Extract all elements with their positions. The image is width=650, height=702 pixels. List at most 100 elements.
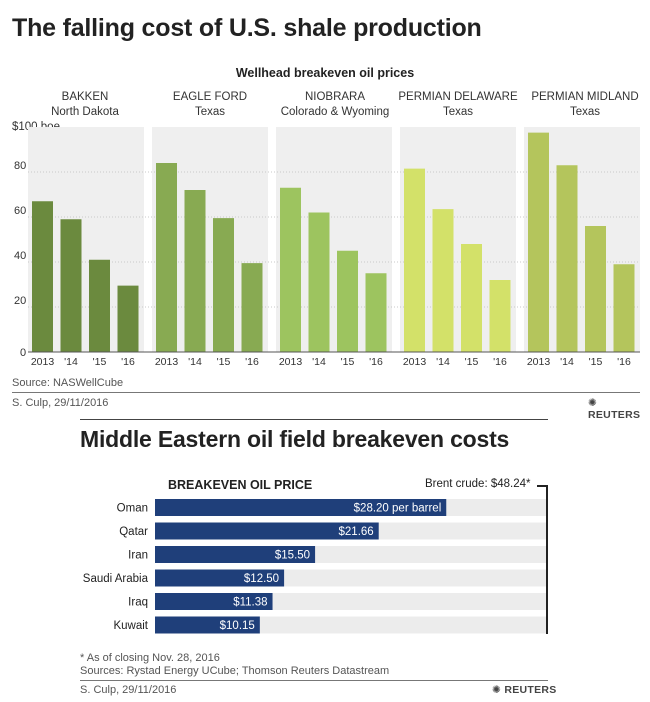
section-title: Middle Eastern oil field breakeven costs	[80, 426, 510, 452]
region-state: Texas	[194, 106, 226, 118]
x-tick-label: '14	[560, 356, 574, 368]
x-tick-label: 2013	[155, 356, 179, 368]
x-tick-label: '15	[589, 356, 603, 368]
y-tick-label: 20	[14, 295, 26, 307]
bar	[585, 226, 606, 352]
region-state: Colorado & Wyoming	[280, 106, 390, 118]
row-background	[155, 593, 547, 610]
shale-breakeven-chart: 20 40 60 80 0 2013 '14 '15 '16 2013 '14 '15 '16 2013 '…	[14, 127, 640, 368]
bar	[613, 264, 635, 352]
source-note: Source: NASWellCube	[12, 377, 124, 389]
bar-value-label: $28.20 per barrel	[354, 503, 442, 515]
x-tick-label: '15	[341, 356, 355, 368]
footnote: * As of closing Nov. 28, 2016	[80, 652, 220, 664]
bar	[461, 244, 482, 352]
row-background	[155, 522, 547, 540]
bar	[155, 593, 273, 610]
bar	[241, 263, 263, 352]
sources-note: Sources: Rystad Energy UCube; Thomson Re…	[80, 665, 390, 677]
x-tick-label: '16	[493, 356, 507, 368]
bar	[32, 201, 53, 352]
bar	[155, 546, 316, 563]
bar	[280, 187, 301, 352]
bar	[489, 280, 511, 352]
x-tick-label: '16	[121, 356, 135, 368]
reuters-logo: ✺ REUTERS	[492, 684, 557, 696]
x-tick-label: '14	[64, 356, 78, 368]
bar	[404, 168, 425, 352]
divider	[12, 392, 640, 393]
bar	[155, 522, 379, 540]
reuters-logo: ✺ REUTERS	[588, 397, 650, 421]
x-tick-label: '16	[617, 356, 631, 368]
bar	[155, 499, 447, 516]
region-name: PERMIAN MIDLAND	[531, 91, 639, 103]
y-tick-label: 40	[14, 250, 26, 262]
x-tick-label: '14	[188, 356, 202, 368]
region-name: BAKKEN	[61, 91, 109, 103]
region-label-permian-midland: PERMIAN MIDLAND Texas	[525, 90, 645, 120]
y-tick-label: 0	[20, 347, 26, 359]
category-label: Saudi Arabia	[83, 573, 149, 585]
x-tick-label: '15	[465, 356, 479, 368]
reuters-logo-icon: ✺	[588, 397, 598, 409]
region-label-eagle-ford: EAGLE FORD Texas	[152, 90, 268, 120]
y-tick-label: 60	[14, 205, 26, 217]
bar	[155, 616, 260, 634]
divider	[80, 680, 548, 681]
bar-value-label: $12.50	[244, 573, 279, 585]
region-name: PERMIAN DELAWARE	[398, 91, 518, 103]
credit-line: S. Culp, 29/11/2016	[80, 684, 177, 696]
reuters-logo-icon: ✺	[492, 684, 502, 696]
chart-subtitle: Wellhead breakeven oil prices	[235, 66, 415, 80]
x-tick-label: '15	[93, 356, 107, 368]
x-tick-label: '14	[436, 356, 450, 368]
bar	[213, 218, 234, 352]
region-state: Texas	[569, 106, 601, 118]
x-tick-label: '14	[312, 356, 326, 368]
category-label: Iran	[128, 550, 148, 562]
bar	[365, 273, 387, 352]
bar	[528, 132, 549, 352]
reuters-logo-text: REUTERS	[588, 409, 641, 421]
region-label-bakken: BAKKEN North Dakota	[30, 90, 140, 120]
region-label-niobrara: NIOBRARA Colorado & Wyoming	[270, 90, 400, 120]
category-label: Qatar	[119, 526, 148, 538]
bar	[60, 219, 82, 352]
breakeven-subtitle: BREAKEVEN OIL PRICE	[168, 478, 313, 492]
brent-crude-label: Brent crude: $48.24*	[425, 478, 531, 490]
category-label: Iraq	[128, 597, 148, 609]
x-tick-label: 2013	[31, 356, 55, 368]
reuters-logo-text: REUTERS	[504, 684, 557, 696]
category-label: Kuwait	[113, 620, 148, 632]
x-tick-label: 2013	[403, 356, 427, 368]
row-background	[155, 616, 547, 634]
category-label: Oman	[117, 503, 148, 515]
bar	[308, 212, 330, 352]
region-state: Texas	[442, 106, 474, 118]
row-background	[155, 499, 547, 516]
row-background	[155, 569, 547, 587]
bar	[337, 250, 358, 352]
bar-value-label: $15.50	[275, 550, 310, 562]
section-divider	[80, 419, 548, 420]
x-tick-label: 2013	[527, 356, 551, 368]
region-state: North Dakota	[51, 106, 119, 118]
bar	[117, 285, 139, 352]
region-name: EAGLE FORD	[172, 91, 248, 103]
region-label-permian-delaware: PERMIAN DELAWARE Texas	[398, 90, 518, 120]
bar	[184, 190, 206, 352]
x-tick-label: '16	[369, 356, 383, 368]
bar	[89, 259, 110, 352]
y-tick-label: 80	[14, 160, 26, 172]
bar	[156, 163, 177, 352]
x-tick-label: 2013	[279, 356, 303, 368]
region-name: NIOBRARA	[304, 91, 366, 103]
row-background	[155, 546, 547, 563]
bar	[556, 165, 578, 352]
x-tick-label: '16	[245, 356, 259, 368]
bar-value-label: $11.38	[233, 597, 267, 609]
chart-title: The falling cost of U.S. shale productio…	[12, 14, 482, 42]
bar-value-label: $21.66	[339, 526, 374, 538]
x-tick-label: '15	[217, 356, 231, 368]
